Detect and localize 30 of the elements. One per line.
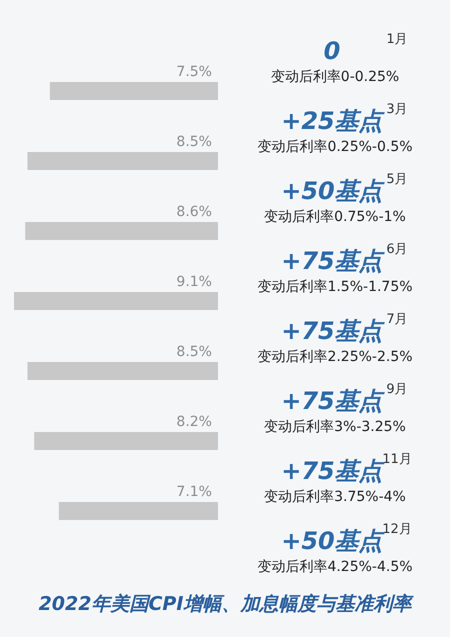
text: 变动后利率3%-3.25% xyxy=(264,419,406,435)
text: 变动后利率0.25%-0.5% xyxy=(257,139,413,155)
text: 变动后利率0.75%-1% xyxy=(264,209,406,225)
text: +75基点 xyxy=(281,457,386,485)
text: 变动后利率2.25%-2.5% xyxy=(257,349,413,365)
text: 0 xyxy=(324,37,340,65)
text: 变动后利率1.5%-1.75% xyxy=(257,279,413,295)
text: +75基点 xyxy=(281,247,386,275)
data-label: 8.6% xyxy=(176,204,212,220)
data-label: 9.1% xyxy=(176,274,212,290)
y-tick-label: 5月 xyxy=(386,172,408,187)
text: 变动后利率0-0.25% xyxy=(270,69,400,85)
data-label: 8.5% xyxy=(176,134,212,150)
y-tick-label: 9月 xyxy=(386,382,408,397)
text: +75基点 xyxy=(281,387,386,415)
text: +75基点 xyxy=(281,317,386,345)
y-tick-label: 7月 xyxy=(386,312,408,327)
text: 变动后利率4.25%-4.5% xyxy=(257,559,413,575)
text: +50基点 xyxy=(281,177,386,205)
text: +25基点 xyxy=(281,107,386,135)
text: 变动后利率3.75%-4% xyxy=(264,489,406,505)
data-label: 8.5% xyxy=(176,344,212,360)
text: +50基点 xyxy=(281,527,386,555)
y-tick-label: 3月 xyxy=(386,102,408,117)
y-tick-label: 1月 xyxy=(386,32,408,47)
text: 2022年美国CPI增幅、加息幅度与基准利率 xyxy=(38,593,414,615)
y-tick-label: 6月 xyxy=(386,242,408,257)
data-label: 7.5% xyxy=(176,64,212,80)
data-label: 7.1% xyxy=(176,484,212,500)
data-label: 8.2% xyxy=(176,414,212,430)
